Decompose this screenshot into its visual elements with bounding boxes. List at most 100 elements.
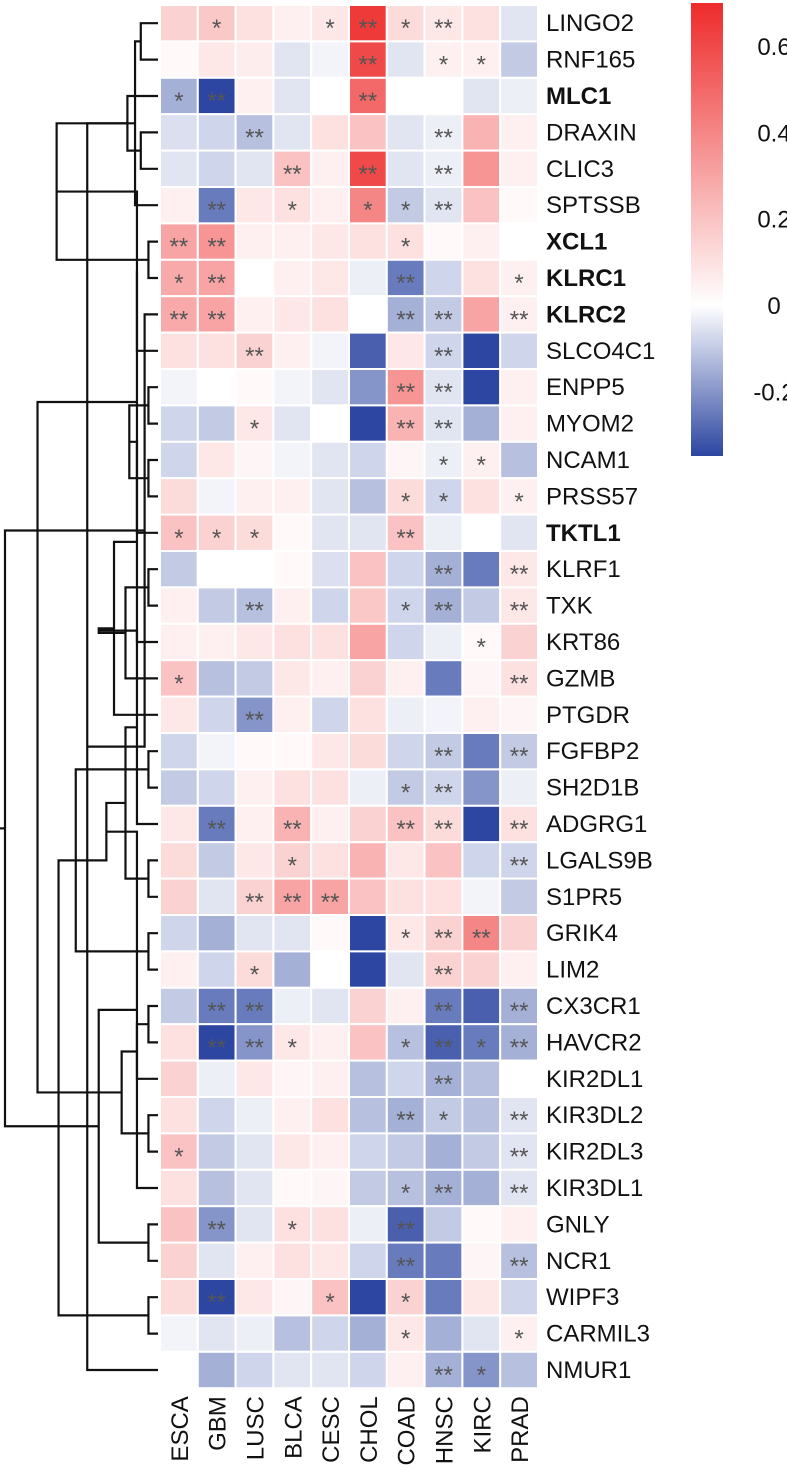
heatmap-cell — [310, 950, 351, 989]
heatmap-cell — [234, 914, 275, 953]
heatmap-cell — [234, 1096, 275, 1135]
heatmap-cell — [348, 1096, 388, 1135]
significance-star: * — [401, 780, 410, 807]
heatmap-cell — [196, 950, 237, 989]
significance-star: * — [477, 52, 486, 79]
heatmap-cell — [499, 950, 540, 989]
significance-star: ** — [321, 889, 340, 916]
significance-star: ** — [434, 743, 453, 770]
heatmap-cell — [272, 768, 313, 807]
heatmap-cell — [461, 1132, 502, 1171]
heatmap-cell — [234, 1205, 275, 1244]
heatmap-cell — [385, 331, 426, 371]
cancer-type-label: HNSC — [432, 1396, 459, 1464]
dendrogram-branch — [147, 750, 158, 789]
heatmap-cell — [234, 186, 275, 225]
heatmap-cell — [234, 295, 275, 334]
heatmap-cell — [499, 149, 540, 189]
heatmap-cell — [196, 1132, 237, 1171]
heatmap-cell — [348, 258, 388, 298]
heatmap-cell — [385, 113, 426, 152]
significance-star: ** — [434, 343, 453, 370]
heatmap-cell — [310, 550, 351, 589]
significance-star: ** — [510, 1107, 529, 1134]
heatmap-cell — [461, 113, 502, 152]
heatmap-cell — [196, 1096, 237, 1135]
heatmap-cell — [272, 295, 313, 334]
significance-star: ** — [283, 161, 302, 188]
heatmap-cell — [348, 331, 388, 371]
significance-star: ** — [434, 1034, 453, 1061]
heatmap-cell — [461, 768, 502, 807]
heatmap-cell — [461, 186, 502, 225]
significance-star: ** — [510, 998, 529, 1025]
heatmap-cell — [348, 1205, 388, 1244]
heatmap-cell — [461, 1168, 502, 1208]
gene-label: SPTSSB — [546, 192, 641, 219]
heatmap-cell — [499, 695, 540, 734]
heatmap-cell — [159, 404, 199, 443]
significance-star: ** — [207, 1289, 226, 1316]
significance-star: * — [174, 1144, 183, 1171]
heatmap-cell — [461, 258, 502, 298]
cancer-type-label: ESCA — [167, 1396, 194, 1461]
heatmap-cell — [499, 914, 540, 953]
heatmap-cell — [423, 1350, 464, 1390]
heatmap-cell — [272, 76, 313, 116]
heatmap-cell — [272, 149, 313, 189]
heatmap-cell — [272, 1278, 313, 1317]
heatmap-cell — [196, 550, 237, 589]
significance-star: ** — [434, 561, 453, 588]
heatmap-cell — [159, 1278, 199, 1317]
heatmap-cell — [499, 368, 540, 407]
significance-star: ** — [434, 124, 453, 151]
gene-label: CLIC3 — [546, 156, 614, 183]
significance-star: ** — [283, 889, 302, 916]
heatmap-cell — [499, 4, 540, 43]
heatmap-cell — [159, 986, 199, 1026]
row-dendrogram — [0, 22, 158, 1372]
significance-star: ** — [434, 1071, 453, 1098]
heatmap-cell — [234, 149, 275, 189]
heatmap-cell — [499, 550, 540, 589]
significance-star: * — [401, 1034, 410, 1061]
heatmap-cell — [234, 1023, 275, 1062]
colorbar-tick-label: 0 — [767, 293, 780, 320]
heatmap-cell — [499, 877, 540, 916]
heatmap-cell — [385, 40, 426, 79]
significance-star: ** — [396, 816, 415, 843]
heatmap-cell — [159, 4, 199, 43]
heatmap-cell — [461, 732, 502, 771]
heatmap-cell — [272, 914, 313, 953]
heatmap-cell — [234, 622, 275, 662]
heatmap-cell — [310, 1350, 351, 1390]
heatmap-cell — [423, 732, 464, 771]
heatmap-cell — [272, 331, 313, 371]
significance-star: ** — [245, 343, 264, 370]
heatmap-cell — [348, 1023, 388, 1062]
heatmap-cell — [310, 1023, 351, 1062]
gene-label: NCR1 — [546, 1248, 611, 1275]
significance-star: ** — [396, 306, 415, 333]
significance-star: * — [325, 15, 334, 42]
heatmap-cell — [310, 986, 351, 1026]
heatmap-cell — [499, 1314, 540, 1353]
heatmap-cell — [272, 404, 313, 443]
heatmap-cell — [423, 1132, 464, 1171]
gene-label: HAVCR2 — [546, 1029, 642, 1056]
heatmap-cell — [385, 186, 426, 225]
heatmap-cell — [385, 1205, 426, 1244]
significance-star: * — [212, 525, 221, 552]
significance-star: * — [477, 1362, 486, 1389]
gene-label: S1PR5 — [546, 884, 622, 911]
heatmap-cell — [159, 477, 199, 516]
significance-star: * — [288, 852, 297, 879]
dendrogram-branch — [147, 1004, 158, 1044]
significance-star: ** — [510, 1144, 529, 1171]
significance-star: ** — [434, 15, 453, 42]
heatmap-cell — [159, 1168, 199, 1208]
heatmap-cell — [272, 986, 313, 1026]
heatmap-cell — [461, 586, 502, 625]
heatmap-cell — [272, 659, 313, 698]
heatmap-cell — [461, 368, 502, 407]
